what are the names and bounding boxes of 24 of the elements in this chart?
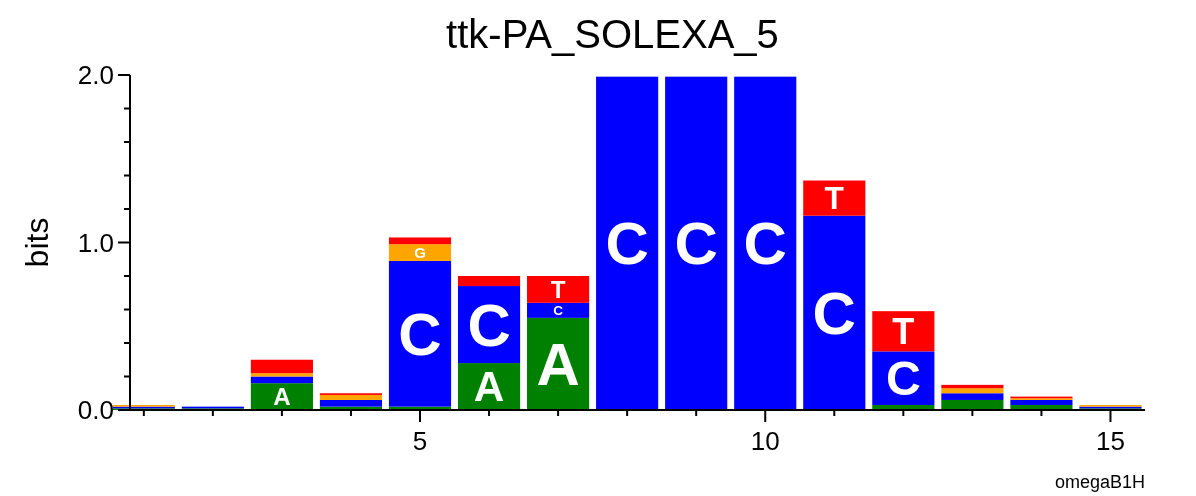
text: C [398,300,442,368]
series-label: A [273,383,291,411]
y-axis-title: bits [19,217,55,268]
y-tick-label: 2.0 [77,60,114,91]
chart-title: ttk-PA_SOLEXA_5 [446,12,779,56]
y-tick-label: 1.0 [77,227,114,258]
text: C [674,210,718,278]
y-tick-label: 0.0 [77,395,114,426]
text: A [473,363,505,411]
text: C [743,210,787,278]
x-tick-label: 5 [412,426,428,456]
text: omegaB1H [1054,472,1145,492]
x-tick-label: 10 [750,426,780,456]
text: C [467,291,511,359]
x-tick-label: 15 [1096,426,1125,456]
series-label: T [550,275,566,303]
series-label: C [885,351,921,406]
text: T [892,310,915,352]
text: A [536,330,580,398]
text: C [812,279,856,347]
text: T [824,180,844,217]
text: C [553,303,563,319]
text: C [605,210,649,278]
series-label: G [414,243,426,261]
